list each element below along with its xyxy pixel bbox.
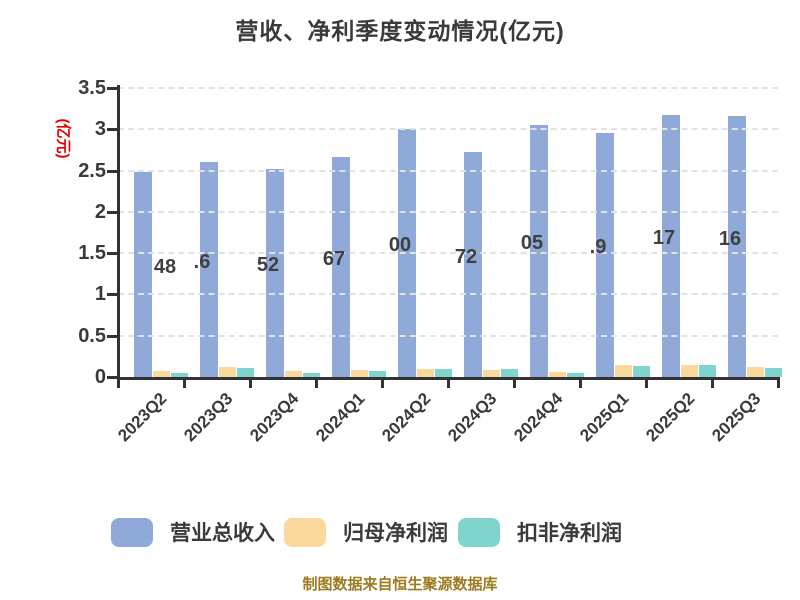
bar-net-profit-2024Q1: [351, 370, 368, 377]
gridline: [118, 252, 778, 255]
y-tick-mark: [107, 252, 117, 256]
x-tick-mark: [183, 380, 186, 388]
legend-item-revenue: 营业总收入: [111, 517, 275, 547]
legend-item-net-profit: 归母净利润: [284, 517, 448, 547]
y-axis-line: [117, 85, 120, 377]
bar-value-label: 52: [256, 253, 280, 276]
gridline: [118, 87, 778, 89]
y-tick-label: 1: [94, 283, 106, 306]
bar-net-profit-2023Q4: [285, 371, 302, 377]
y-tick-label: 2.5: [78, 159, 106, 182]
x-tick-mark: [117, 380, 120, 388]
bar-value-label: 72: [454, 245, 478, 268]
x-tick-mark: [579, 380, 582, 388]
bar-net-profit-2024Q4: [549, 372, 566, 377]
x-tick-mark: [315, 380, 318, 388]
x-tick-mark: [381, 380, 384, 388]
x-tick-mark: [645, 380, 648, 388]
bar-non-gaap-net-profit-2025Q2: [699, 365, 716, 377]
y-tick-label: 2: [94, 200, 106, 223]
y-tick-mark: [107, 87, 117, 90]
y-tick-mark: [107, 334, 117, 338]
gridline: [118, 169, 778, 172]
bar-value-label: .6: [193, 250, 211, 273]
bar-revenue-2023Q2: [134, 172, 152, 377]
y-tick-label: 3: [94, 118, 106, 141]
bar-revenue-2025Q2: [662, 115, 680, 377]
x-tick-mark: [249, 380, 252, 388]
x-tick-mark: [711, 380, 714, 388]
legend-label: 营业总收入: [170, 522, 275, 545]
x-tick-mark: [777, 380, 780, 388]
bar-revenue-2023Q4: [266, 169, 284, 377]
gridline: [118, 334, 778, 337]
gridline: [118, 128, 778, 131]
bar-non-gaap-net-profit-2023Q3: [237, 368, 254, 377]
bar-value-label: 05: [520, 232, 544, 255]
legend-item-non-gaap-net-profit: 扣非净利润: [458, 517, 622, 547]
bar-net-profit-2025Q2: [681, 365, 698, 377]
legend-swatch-non-gaap-net-profit-icon: [458, 517, 500, 547]
bar-non-gaap-net-profit-2024Q3: [501, 369, 518, 377]
legend-label: 归母净利润: [343, 522, 448, 545]
bar-non-gaap-net-profit-2024Q2: [435, 369, 452, 377]
bar-value-label: 00: [388, 234, 412, 257]
bar-value-label: 17: [652, 227, 676, 250]
bar-net-profit-2025Q1: [615, 365, 632, 377]
x-tick-mark: [447, 380, 450, 388]
bar-non-gaap-net-profit-2025Q3: [765, 368, 782, 377]
bar-net-profit-2023Q2: [153, 371, 170, 377]
y-tick-mark: [107, 210, 117, 214]
x-axis-line: [117, 377, 780, 380]
data-source-footer: 制图数据来自恒生聚源数据库: [302, 576, 498, 593]
bar-non-gaap-net-profit-2024Q4: [567, 373, 584, 377]
y-tick-label: 1.5: [78, 242, 106, 265]
y-tick-mark: [107, 169, 117, 173]
y-tick-mark: [107, 376, 117, 379]
bar-non-gaap-net-profit-2025Q1: [633, 366, 650, 377]
y-tick-label: 0.5: [78, 324, 106, 347]
bar-revenue-2023Q3: [200, 162, 218, 377]
bar-value-label: .9: [589, 236, 607, 259]
bar-net-profit-2024Q2: [417, 369, 434, 377]
gridline: [118, 293, 778, 296]
legend-swatch-revenue-icon: [111, 517, 153, 547]
gridline: [118, 210, 778, 213]
bar-non-gaap-net-profit-2023Q4: [303, 373, 320, 377]
y-tick-label: 3.5: [78, 77, 106, 99]
legend-swatch-net-profit-icon: [284, 517, 326, 547]
x-tick-mark: [513, 380, 516, 388]
bar-revenue-2024Q4: [530, 125, 548, 377]
bar-net-profit-2025Q3: [747, 367, 764, 377]
bar-value-label: 48: [153, 255, 177, 278]
bar-non-gaap-net-profit-2023Q2: [171, 373, 188, 377]
bar-value-label: 16: [718, 227, 742, 250]
y-tick-label: 0: [94, 366, 106, 388]
chart-title: 营收、净利季度变动情况(亿元): [235, 18, 565, 44]
bar-revenue-2025Q3: [728, 116, 746, 377]
y-tick-mark: [107, 128, 117, 132]
bar-revenue-2025Q1: [596, 133, 614, 377]
y-tick-mark: [107, 293, 117, 297]
legend-label: 扣非净利润: [517, 522, 622, 545]
bar-net-profit-2023Q3: [219, 367, 236, 377]
bar-non-gaap-net-profit-2024Q1: [369, 371, 386, 377]
bar-net-profit-2024Q3: [483, 370, 500, 377]
bar-revenue-2024Q3: [464, 152, 482, 377]
bar-value-label: 67: [322, 247, 346, 270]
